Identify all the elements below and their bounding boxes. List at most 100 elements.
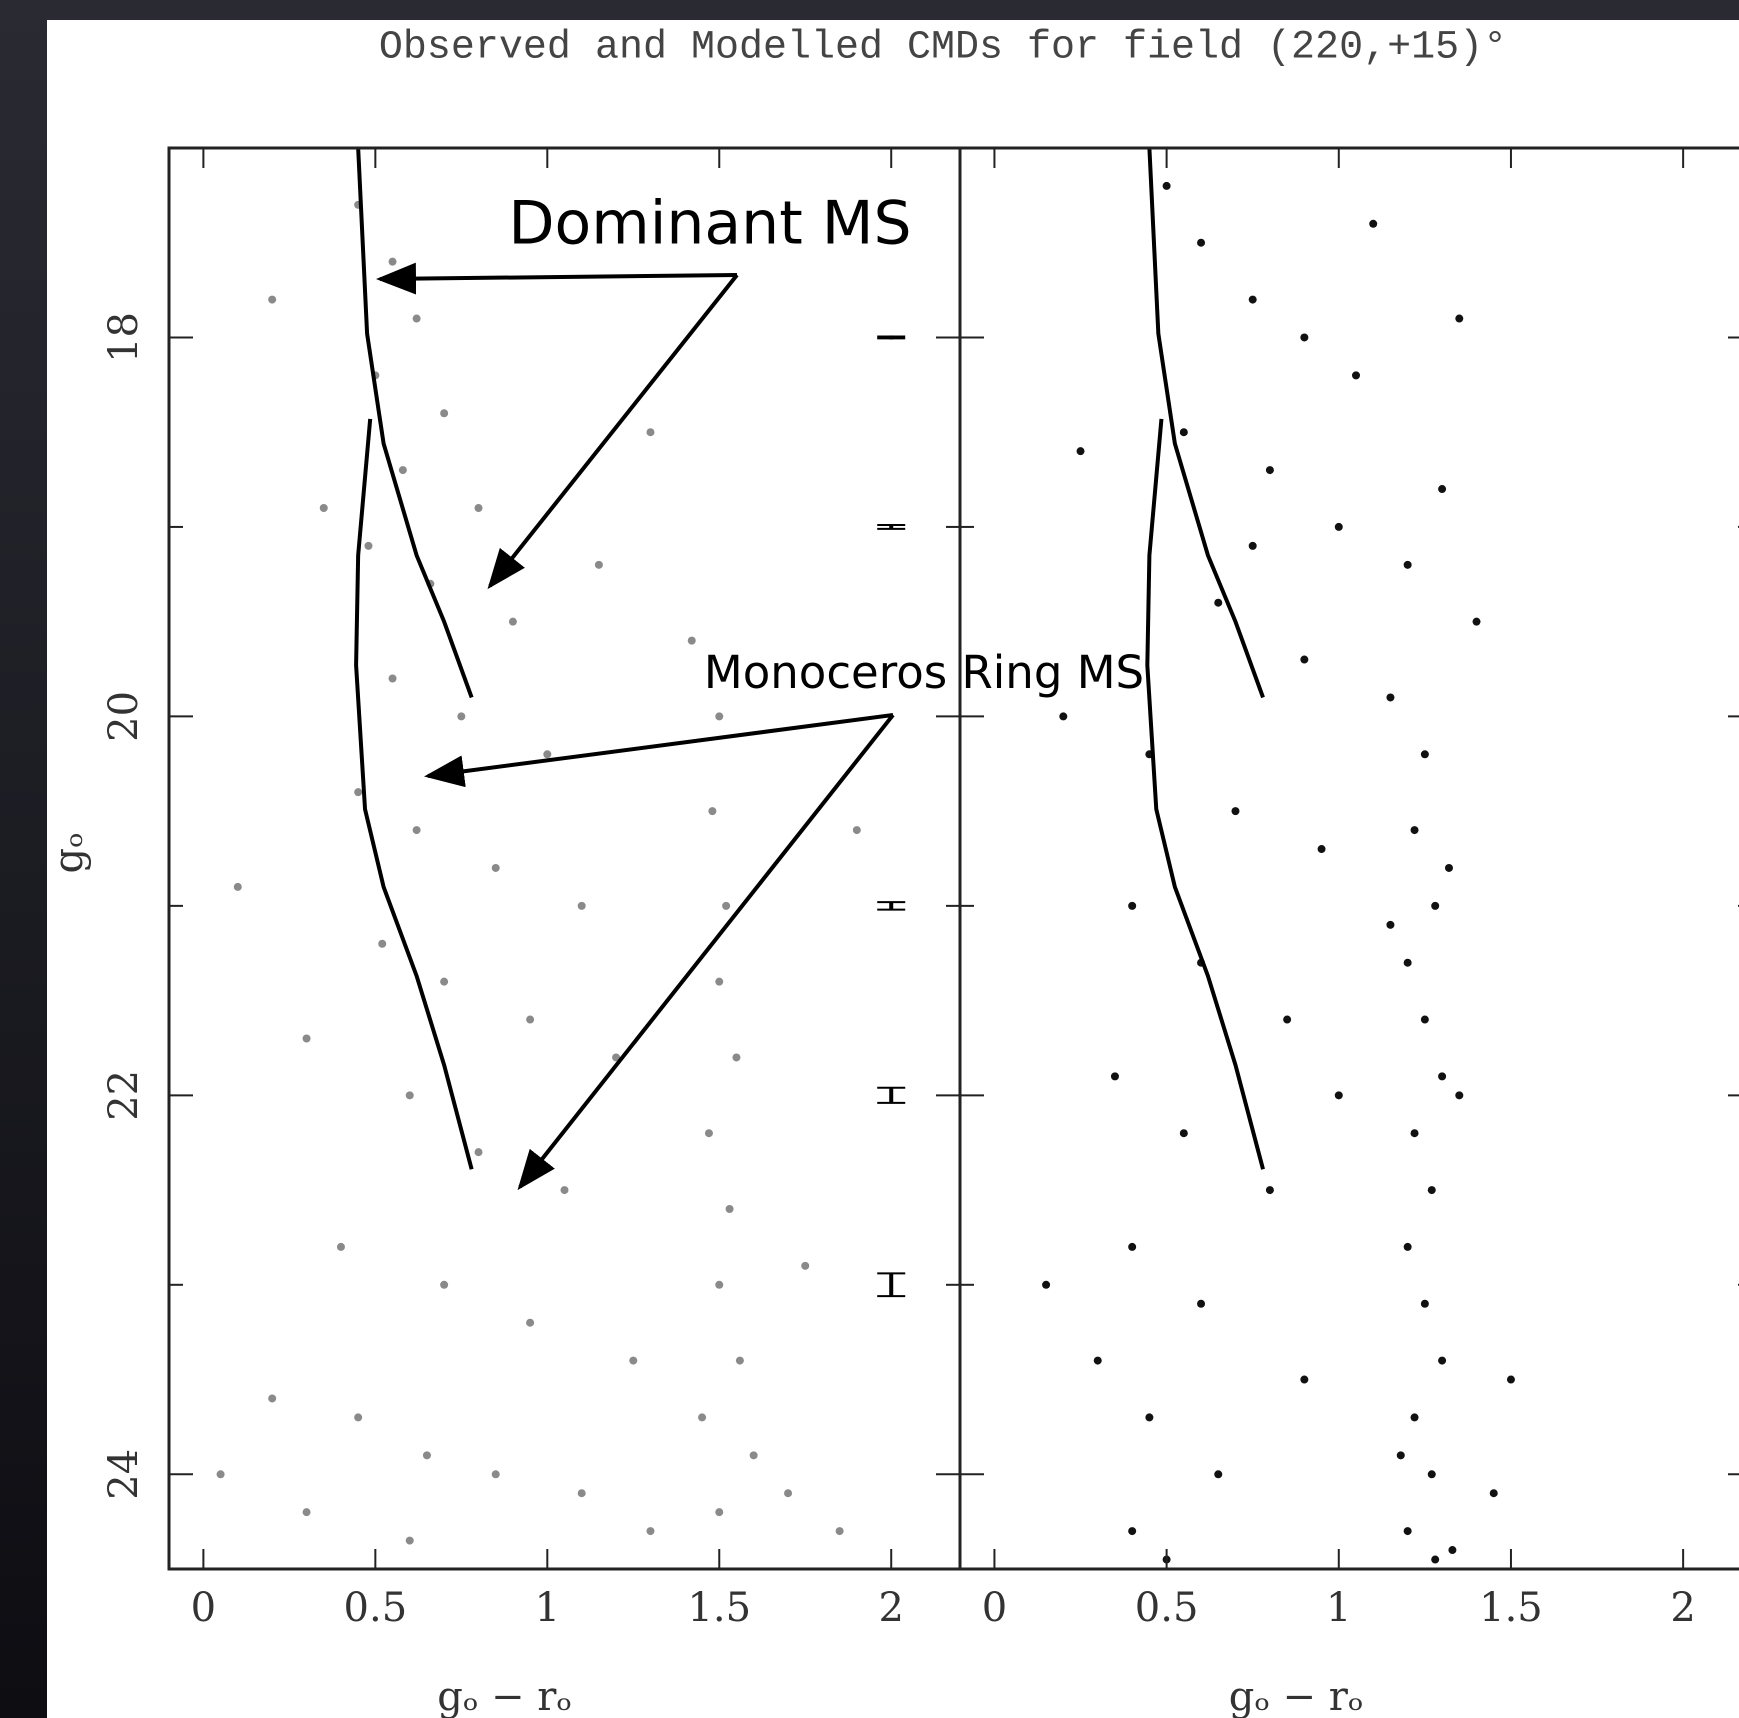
arrow <box>517 713 895 1191</box>
x-tick-label: 2 <box>878 1585 903 1631</box>
data-point <box>594 560 603 569</box>
y-tick-label: 18 <box>101 312 147 363</box>
data-point <box>708 807 717 816</box>
data-point <box>732 1053 741 1062</box>
data-point <box>612 1053 621 1062</box>
data-point <box>1455 314 1464 323</box>
data-point <box>508 617 517 626</box>
data-point <box>1300 333 1309 342</box>
data-point <box>1248 541 1257 550</box>
data-point <box>577 901 586 910</box>
data-point <box>715 1280 724 1289</box>
data-point <box>354 788 363 797</box>
data-point <box>1317 845 1326 854</box>
data-point <box>1231 807 1240 816</box>
data-point <box>1427 1186 1436 1195</box>
axes-frame <box>958 146 1739 1571</box>
data-point <box>560 1186 569 1195</box>
data-point <box>474 1148 483 1157</box>
data-point <box>1420 1015 1429 1024</box>
error-bar <box>889 1087 894 1103</box>
data-point <box>1410 1129 1419 1138</box>
isochrone-line <box>1145 418 1265 1170</box>
data-point <box>646 1527 655 1536</box>
data-point <box>1420 1299 1429 1308</box>
data-point <box>216 1470 225 1479</box>
data-point <box>1438 1356 1447 1365</box>
data-point <box>378 939 387 948</box>
arrow <box>424 713 894 788</box>
panel: 0 0.5 1 1.5 2 18 20 22 24 gₒ − rₒ gₒ Dominant MS Mon… <box>46 146 1144 1718</box>
data-point <box>722 901 731 910</box>
annotation: Dominant MS <box>508 189 911 259</box>
figure-title: Observed and Modelled CMDs for field (22… <box>379 26 1507 71</box>
data-point <box>704 1129 713 1138</box>
data-point <box>1214 1470 1223 1479</box>
data-point <box>1448 1546 1457 1555</box>
data-point <box>1334 522 1343 531</box>
data-point <box>474 503 483 512</box>
data-point <box>1300 1375 1309 1384</box>
data-point <box>715 977 724 986</box>
data-point <box>1506 1375 1515 1384</box>
data-point <box>1110 1072 1119 1081</box>
data-point <box>725 1205 734 1214</box>
data-point <box>354 1413 363 1422</box>
data-point <box>302 1034 311 1043</box>
data-point <box>1352 371 1360 380</box>
figure-panel <box>47 20 1739 1718</box>
annotation-arrows <box>376 262 895 1191</box>
x-tick-label: 1.5 <box>1479 1585 1543 1631</box>
data-point <box>577 1489 586 1498</box>
x-tick-label: 2 <box>1670 1585 1695 1631</box>
annotation: Monoceros Ring MS <box>704 646 1144 699</box>
data-point <box>629 1356 638 1365</box>
data-point <box>233 882 242 891</box>
data-point <box>319 503 328 512</box>
data-point <box>1386 920 1395 929</box>
data-point <box>268 1394 277 1403</box>
data-point <box>1420 750 1429 759</box>
data-point <box>1438 1072 1447 1081</box>
data-point <box>646 428 655 437</box>
data-point <box>1042 1280 1051 1289</box>
data-point <box>302 1508 311 1517</box>
data-point <box>398 466 407 475</box>
data-point <box>1265 1186 1274 1195</box>
data-point <box>749 1451 758 1460</box>
y-tick-label: 20 <box>101 691 147 742</box>
data-point <box>801 1261 810 1270</box>
data-point <box>1162 181 1171 190</box>
x-tick-label: 1 <box>535 1585 560 1631</box>
x-tick-label: 0 <box>982 1585 1007 1631</box>
data-point <box>1369 219 1378 228</box>
data-point <box>1214 598 1223 607</box>
data-point <box>405 1091 414 1100</box>
data-point <box>526 1015 535 1024</box>
data-point <box>1093 1356 1102 1365</box>
data-point <box>1472 617 1481 626</box>
data-point <box>1197 1299 1206 1308</box>
data-point <box>1179 1129 1188 1138</box>
error-bar <box>889 524 894 529</box>
data-point <box>1128 901 1137 910</box>
data-point <box>1076 447 1085 456</box>
data-point <box>1455 1091 1464 1100</box>
y-tick-label: 22 <box>101 1070 147 1121</box>
x-axis-label: gₒ − rₒ <box>1229 1674 1364 1718</box>
data-point <box>1283 1015 1292 1024</box>
data-point <box>835 1527 844 1536</box>
data-point <box>491 1470 500 1479</box>
data-point <box>1403 958 1412 967</box>
data-point <box>1410 826 1419 835</box>
data-point <box>1431 1555 1440 1564</box>
x-tick-label: 0 <box>191 1585 216 1631</box>
data-point <box>1300 655 1309 664</box>
y-tick-label: 24 <box>101 1449 147 1500</box>
isochrone-line <box>1147 147 1265 699</box>
x-tick-label: 1.5 <box>687 1585 751 1631</box>
data-point <box>412 826 421 835</box>
data-point <box>412 314 421 323</box>
data-point <box>388 257 397 266</box>
